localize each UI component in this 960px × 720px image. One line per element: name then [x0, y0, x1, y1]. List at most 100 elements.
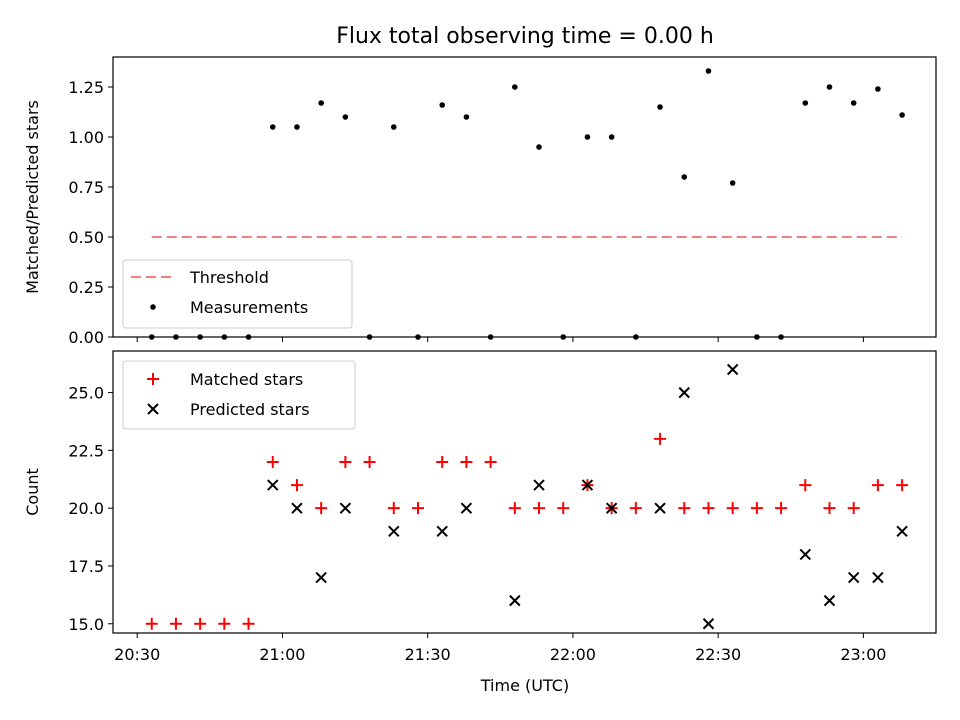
predicted-star-point [267, 479, 279, 491]
predicted-star-point [847, 571, 860, 584]
matched-star-point [460, 455, 473, 468]
x-tick-label: 22:00 [550, 645, 596, 664]
measurement-point [173, 334, 179, 340]
matched-star-point [387, 502, 400, 515]
bottom-y-tick-label: 25.0 [68, 384, 104, 403]
measurement-point [512, 84, 518, 90]
predicted-star-point [291, 502, 303, 514]
top-y-tick-label: 0.75 [68, 178, 104, 197]
measurement-point [560, 334, 567, 340]
bottom-y-tick-label: 15.0 [68, 615, 104, 634]
predicted-star-point [726, 363, 739, 376]
top-y-tick-label: 0.00 [68, 328, 104, 347]
measurement-point [269, 124, 276, 130]
top-legend: Threshold Measurements [122, 259, 353, 329]
measurement-point [415, 334, 421, 340]
legend-matched-swatch [147, 373, 159, 385]
matched-star-point [775, 502, 788, 515]
measurement-point [754, 334, 760, 340]
predicted-star-point [799, 548, 811, 561]
top-y-tick-label: 1.00 [68, 128, 104, 147]
matched-star-point [629, 502, 642, 515]
predicted-star-points [267, 363, 908, 630]
legend-measurements-label: Measurements [190, 298, 308, 317]
measurement-point [342, 114, 349, 120]
matched-star-point [169, 617, 182, 630]
matched-star-point [557, 502, 570, 515]
x-tick-label: 20:30 [114, 645, 160, 664]
matched-star-point [194, 617, 207, 630]
matched-star-point [702, 502, 715, 515]
matched-star-point [339, 455, 352, 468]
top-y-tick-label: 0.25 [68, 278, 104, 297]
matched-star-point [315, 502, 328, 515]
measurement-point [245, 334, 252, 340]
matched-star-point [266, 455, 279, 468]
measurement-point [850, 100, 857, 106]
matched-star-point [411, 502, 424, 515]
measurement-point [487, 334, 494, 340]
bottom-legend-box [122, 360, 356, 430]
x-tick-label: 21:00 [259, 645, 305, 664]
bottom-panel: 15.0 17.5 20.0 22.5 25.0 20:30 21:00 21:30 22:0… [23, 350, 937, 695]
measurement-point [608, 134, 615, 140]
top-x-ticks [136, 337, 864, 342]
matched-star-point [242, 617, 255, 630]
measurement-point [899, 112, 905, 118]
matched-star-point [896, 479, 909, 492]
matched-star-point [145, 617, 158, 630]
legend-measurements-swatch [150, 304, 156, 310]
measurement-point [439, 102, 446, 108]
measurement-point [802, 100, 809, 106]
measurement-point [778, 334, 784, 340]
predicted-star-point [339, 502, 352, 514]
predicted-star-point [388, 525, 400, 538]
bottom-plot-frame [112, 350, 937, 634]
matched-star-point [678, 502, 691, 515]
predicted-star-point [436, 525, 448, 538]
measurement-point [390, 124, 397, 130]
predicted-star-point [823, 594, 836, 607]
top-y-axis-label: Matched/Predicted stars [23, 100, 42, 294]
measurement-point [633, 334, 639, 340]
measurement-point [584, 134, 591, 140]
bottom-y-tick-label: 17.5 [68, 557, 104, 576]
legend-predicted-swatch [147, 403, 159, 415]
measurement-point [681, 174, 688, 180]
legend-threshold-label: Threshold [189, 268, 269, 287]
predicted-star-point [678, 386, 690, 399]
top-panel: 0.00 0.25 0.50 0.75 1.00 1.25 Matched/Predict… [23, 56, 937, 347]
matched-star-point [218, 617, 231, 630]
top-plot-frame [112, 56, 937, 338]
x-tick-label: 21:30 [405, 645, 451, 664]
measurement-point [366, 334, 373, 340]
measurement-point [826, 84, 833, 90]
x-tick-label: 23:00 [840, 645, 886, 664]
predicted-star-point [509, 594, 521, 607]
x-axis-label: Time (UTC) [480, 676, 569, 695]
predicted-star-point [702, 618, 715, 630]
matched-star-point [847, 502, 860, 515]
matched-star-point [533, 502, 546, 515]
predicted-star-point [533, 479, 545, 491]
measurement-point [657, 104, 663, 110]
measurement-point [148, 334, 155, 340]
measurement-point [197, 334, 203, 340]
matched-star-point [508, 502, 521, 515]
bottom-y-tick-label: 22.5 [68, 441, 104, 460]
matched-star-points [145, 432, 909, 630]
matched-star-point [871, 479, 884, 492]
predicted-star-point [654, 502, 666, 514]
matched-star-point [290, 479, 303, 492]
predicted-star-point [315, 571, 327, 584]
measurement-point [463, 114, 470, 120]
matched-star-point [436, 455, 449, 468]
chart-title: Flux total observing time = 0.00 h [336, 24, 714, 49]
top-y-tick-label: 0.50 [68, 228, 104, 247]
measurement-point [221, 334, 228, 340]
matched-star-point [726, 502, 739, 515]
measurement-point [536, 144, 542, 150]
predicted-star-point [581, 479, 594, 491]
x-tick-label: 22:30 [695, 645, 741, 664]
